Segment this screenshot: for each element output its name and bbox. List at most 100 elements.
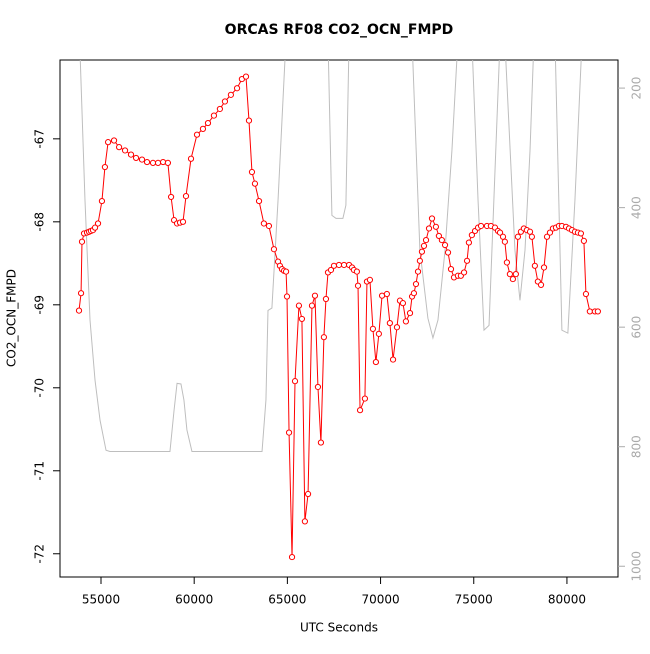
data-point	[543, 233, 551, 240]
data-point	[366, 276, 374, 284]
data-point	[98, 197, 106, 205]
data-point	[104, 139, 112, 146]
data-point	[298, 315, 306, 323]
data-point	[438, 236, 445, 244]
data-point	[314, 383, 322, 391]
data-point	[537, 281, 545, 288]
data-point	[94, 220, 102, 227]
data-point	[501, 238, 508, 245]
data-point	[586, 308, 593, 315]
data-point	[393, 324, 401, 331]
data-point	[288, 553, 296, 561]
y-tick-label: -72	[33, 544, 47, 564]
data-point	[149, 159, 157, 167]
data-point	[582, 290, 590, 298]
x-tick-label: 60000	[175, 593, 213, 607]
data-point	[418, 248, 426, 255]
data-point	[354, 282, 362, 289]
data-point	[242, 73, 250, 80]
data-point	[216, 105, 224, 113]
data-point	[410, 290, 418, 297]
x-tick-label: 70000	[361, 593, 399, 607]
data-point	[308, 302, 316, 309]
data-point	[386, 319, 393, 327]
data-point	[509, 275, 516, 283]
data-point	[361, 395, 369, 402]
plot-area	[75, 60, 601, 561]
data-point	[121, 147, 129, 154]
data-point	[425, 225, 433, 232]
y-tick-label: -68	[33, 212, 47, 232]
x-tick-label: 75000	[455, 593, 493, 607]
data-point	[127, 151, 135, 158]
data-point	[110, 137, 118, 144]
y2-tick-label: 400	[630, 196, 644, 219]
data-point	[182, 192, 190, 200]
data-point	[416, 257, 423, 264]
data-point	[248, 168, 256, 176]
data-point	[270, 246, 278, 253]
data-point	[406, 310, 414, 317]
y2-tick-label: 200	[630, 77, 644, 100]
data-point	[499, 233, 507, 240]
data-point	[199, 125, 207, 132]
data-point	[375, 330, 382, 337]
data-point	[441, 241, 449, 249]
data-point	[496, 229, 504, 236]
data-point	[245, 117, 253, 124]
data-point	[526, 228, 534, 235]
data-point	[282, 268, 290, 275]
data-point	[75, 307, 83, 314]
data-point	[540, 264, 548, 271]
data-point	[503, 259, 511, 266]
data-point	[193, 131, 201, 138]
y-tick-label: -70	[33, 378, 47, 398]
data-point	[420, 242, 428, 249]
data-point	[204, 119, 212, 127]
data-point	[115, 144, 123, 151]
y-tick-label: -69	[33, 295, 47, 315]
data-point	[412, 280, 420, 288]
data-point	[468, 231, 475, 239]
data-point	[320, 334, 328, 341]
data-point	[210, 112, 218, 119]
data-point	[399, 300, 407, 307]
data-point	[138, 156, 146, 163]
data-point	[221, 98, 229, 105]
data-point	[594, 308, 601, 315]
data-point	[383, 290, 390, 298]
data-point	[317, 439, 325, 446]
data-point	[528, 233, 535, 240]
data-point	[143, 158, 151, 166]
data-point	[291, 378, 299, 385]
data-point	[428, 215, 436, 222]
data-point	[164, 159, 172, 167]
x-tick-label: 80000	[548, 593, 586, 607]
data-point	[465, 239, 473, 246]
data-point	[477, 222, 485, 230]
data-point	[389, 356, 397, 363]
data-point	[432, 223, 440, 230]
data-point	[340, 261, 348, 269]
data-point	[255, 197, 263, 205]
data-point	[435, 232, 442, 240]
data-point	[311, 292, 319, 299]
data-point	[179, 218, 187, 225]
data-point	[322, 295, 330, 303]
data-point	[330, 262, 338, 269]
data-point	[506, 271, 514, 278]
data-point	[327, 266, 335, 274]
data-point	[514, 233, 522, 240]
data-point	[460, 269, 468, 276]
data-point	[335, 261, 343, 269]
data-point	[265, 222, 273, 230]
data-point	[531, 262, 538, 269]
data-point	[369, 325, 377, 332]
plot-box	[59, 59, 619, 578]
data-point	[187, 155, 195, 162]
data-point	[356, 407, 364, 414]
data-point	[91, 224, 99, 231]
chart-title: ORCAS RF08 CO2_OCN_FMPD	[225, 22, 454, 38]
data-point	[402, 318, 410, 325]
data-point	[447, 266, 455, 273]
